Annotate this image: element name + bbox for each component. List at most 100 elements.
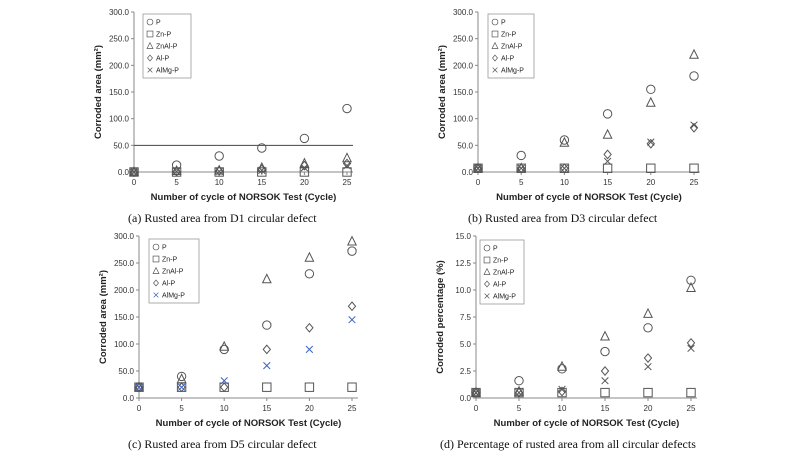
data-point (557, 364, 567, 374)
x-tick-label: 5 (179, 404, 184, 413)
data-point (130, 168, 138, 176)
legend-item: P (152, 243, 167, 252)
data-point (600, 366, 610, 376)
x-axis-title: Number of cycle of NORSOK Test (Cycle) (496, 192, 682, 203)
data-point (300, 160, 309, 171)
data-point (689, 122, 699, 133)
data-point (177, 383, 186, 391)
y-tick-label: 50.0 (113, 141, 129, 150)
legend-marker (491, 18, 499, 26)
legend-label: Al-P (156, 56, 170, 63)
legend-marker (483, 256, 491, 264)
legend-label: Al-P (162, 281, 176, 288)
data-point (646, 138, 656, 149)
legend-label: ZnAl-P (162, 269, 184, 276)
data-point (602, 163, 613, 173)
data-point (134, 382, 144, 393)
data-point (176, 373, 187, 384)
y-tick-label: 100.0 (453, 115, 474, 124)
y-tick-label: 200.0 (453, 61, 474, 70)
y-tick-label: 200.0 (114, 286, 135, 295)
legend-label: Zn-P (156, 32, 172, 39)
series-al-p (134, 301, 357, 393)
data-point (129, 167, 139, 177)
data-point (602, 128, 613, 139)
legend-label: AlMg-P (501, 68, 524, 75)
data-point (514, 387, 524, 398)
legend-label: P (156, 20, 161, 27)
data-point (515, 388, 523, 397)
chart-c-svg: 0.0 50.0 100.0 150.0 200.0 250.0 300.0 0 5 10 15 20… (98, 232, 358, 429)
series-almg-p (130, 161, 351, 176)
y-tick-label: 300.0 (114, 232, 135, 241)
data-point (686, 337, 696, 348)
y-tick-label: 7.5 (460, 313, 472, 322)
legend-item: Al-P (484, 280, 507, 289)
legend-item: P (483, 244, 498, 253)
legend-marker (152, 255, 160, 263)
legend-item: Zn-P (146, 30, 172, 39)
legend-marker (153, 279, 159, 287)
data-point (600, 387, 610, 398)
caption-d: (d) Percentage of rusted area from all c… (440, 437, 696, 451)
data-point (686, 275, 696, 285)
data-point (473, 163, 483, 174)
series-znal-p (472, 48, 700, 173)
x-tick-label: 0 (474, 404, 479, 413)
y-tick-label: 250.0 (109, 35, 130, 44)
series-al-p (471, 337, 696, 398)
data-point (215, 167, 223, 176)
legend-marker (146, 41, 154, 49)
y-axis-title: Corroded area (mm²) (93, 45, 104, 139)
data-point (599, 330, 611, 341)
data-point (346, 235, 358, 246)
legend-marker (491, 30, 499, 38)
legend-item: Al-P (153, 279, 176, 288)
data-point (688, 48, 700, 59)
series-al-p (129, 158, 352, 177)
data-point (342, 158, 352, 169)
data-point (643, 387, 653, 398)
x-tick-label: 15 (603, 178, 612, 187)
data-point (304, 251, 315, 262)
data-point (514, 376, 524, 386)
legend-item: Zn-P (483, 256, 509, 265)
chart-a-svg: 0.0 50.0 100.0 150.0 200.0 250.0 300.0 0 5 10 15 20… (93, 8, 353, 203)
x-tick-label: 5 (519, 178, 524, 187)
data-point (603, 149, 612, 160)
legend-label: ZnAl-P (493, 270, 515, 277)
y-tick-label: 50.0 (457, 141, 473, 150)
x-tick-label: 25 (343, 178, 352, 187)
data-point (644, 362, 652, 371)
series-almg-p (135, 315, 356, 391)
data-point (646, 84, 656, 95)
legend-box (479, 239, 525, 305)
data-point (646, 163, 656, 173)
legend-label: P (501, 20, 506, 27)
x-tick-label: 20 (305, 404, 314, 413)
data-point (559, 136, 570, 147)
legend-item: AlMg-P (153, 292, 185, 300)
data-point (343, 161, 351, 170)
chart-panel-b: 0.0 50.0 100.0 150.0 200.0 250.0 300.0 0 5 10 15 20… (400, 0, 800, 205)
legend-marker (492, 54, 498, 62)
data-point (560, 164, 569, 172)
y-tick-label: 200.0 (109, 61, 130, 70)
series-p (473, 71, 699, 173)
x-tick-label: 0 (137, 404, 142, 413)
data-point (600, 346, 610, 357)
data-point (516, 150, 526, 161)
y-axis-title: Corroded area (mm²) (98, 270, 109, 364)
y-tick-label: 15.0 (455, 232, 471, 241)
data-point (645, 96, 656, 107)
y-tick-label: 10.0 (455, 286, 471, 295)
x-tick-label: 10 (220, 404, 229, 413)
legend-marker (483, 244, 491, 252)
data-point (642, 307, 654, 318)
data-point (557, 387, 567, 398)
data-point (219, 382, 229, 393)
x-tick-label: 10 (558, 404, 567, 413)
data-point (304, 269, 315, 279)
data-point (305, 345, 314, 354)
data-point (558, 385, 566, 394)
